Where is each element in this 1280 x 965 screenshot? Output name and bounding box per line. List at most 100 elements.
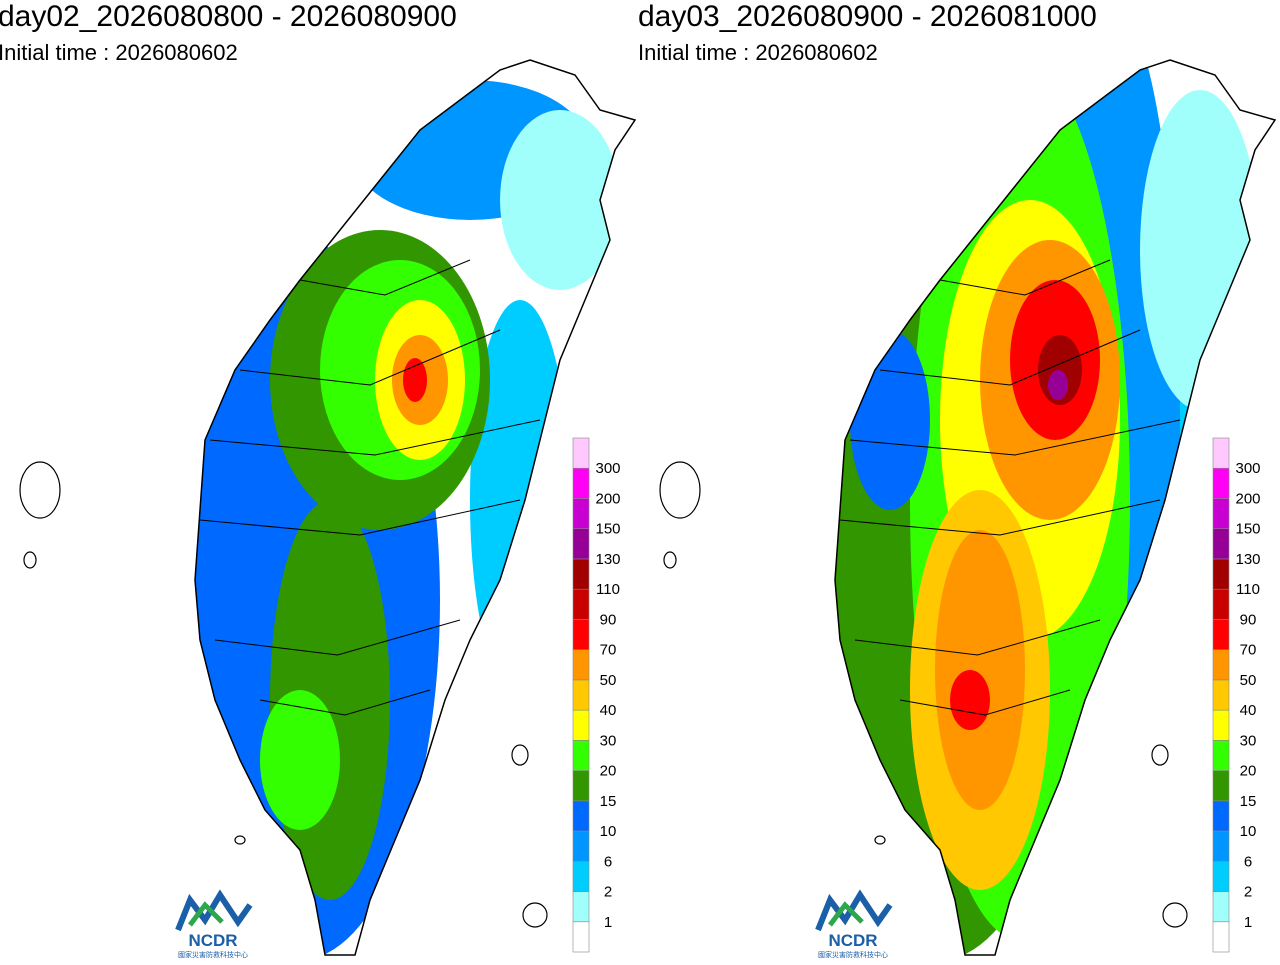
colorbar-label: 70 <box>1240 642 1257 659</box>
colorbar-label: 15 <box>600 793 617 810</box>
logo-text: NCDR <box>828 931 877 950</box>
colorbar-box <box>1212 830 1230 862</box>
island <box>663 551 677 569</box>
colorbar-box <box>1212 619 1230 650</box>
county-border <box>939 259 1111 296</box>
rain-area <box>935 530 1025 810</box>
rain-area <box>500 110 620 290</box>
logo-mark-accent <box>828 901 864 927</box>
county-border <box>209 419 541 456</box>
county-border <box>899 689 1071 716</box>
colorbar-box <box>1212 437 1230 469</box>
island <box>23 551 37 569</box>
colorbar-label: 2 <box>1244 884 1252 901</box>
colorbar-box <box>1212 800 1230 832</box>
colorbar-label: 15 <box>1240 793 1257 810</box>
county-border <box>849 419 1181 456</box>
colorbar-box <box>1212 770 1230 802</box>
colorbar-box <box>572 588 590 620</box>
island <box>234 835 246 845</box>
colorbar-label: 110 <box>596 581 620 598</box>
colorbar-box <box>1212 467 1230 499</box>
logo-subtitle: 國家災害防救科技中心 <box>818 950 888 959</box>
colorbar-label: 10 <box>600 823 617 840</box>
colorbar-box <box>1212 558 1230 590</box>
county-border <box>879 329 1141 386</box>
colorbar-label: 1 <box>604 914 612 931</box>
colorbar-box <box>572 528 590 560</box>
county-border <box>239 329 501 386</box>
colorbar-box <box>1212 891 1230 923</box>
logo-mark <box>175 889 253 932</box>
rain-area <box>950 670 990 730</box>
colorbar-label: 90 <box>600 611 617 628</box>
colorbar-label: 110 <box>1236 581 1260 598</box>
colorbar-label: 20 <box>1240 763 1257 780</box>
initial-time: Initial time : 2026080602 <box>0 40 238 65</box>
colorbar-label: 2 <box>604 884 612 901</box>
colorbar-label: 20 <box>600 763 617 780</box>
colorbar-box <box>572 770 590 802</box>
rain-field <box>835 60 1275 955</box>
colorbar-label: 300 <box>595 460 620 477</box>
initial-time: Initial time : 2026080602 <box>638 40 878 65</box>
colorbar-label: 50 <box>600 672 617 689</box>
colorbar-box <box>1212 649 1230 681</box>
colorbar-box <box>572 740 590 771</box>
colorbar-label: 30 <box>1240 732 1257 749</box>
county-border <box>214 619 461 656</box>
colorbar-label: 10 <box>1240 823 1257 840</box>
colorbar-label: 130 <box>595 551 620 568</box>
colorbar-label: 6 <box>1244 853 1252 870</box>
colorbar-box <box>1212 709 1230 741</box>
rain-area <box>260 690 340 830</box>
colorbar-label: 300 <box>1235 460 1260 477</box>
logo-mark <box>815 889 893 932</box>
colorbar-box <box>572 679 590 711</box>
logo-mark-accent <box>188 901 224 927</box>
island <box>522 902 548 928</box>
island <box>874 835 886 845</box>
colorbar-box <box>572 830 590 862</box>
county-border <box>199 499 521 536</box>
colorbar-box <box>572 467 590 499</box>
island <box>511 744 529 766</box>
colorbar-box <box>572 891 590 923</box>
colorbar-box <box>572 860 590 892</box>
logo-subtitle: 國家災害防救科技中心 <box>178 950 248 959</box>
rain-area <box>403 358 427 402</box>
panel-title: day03_2026080900 - 2026081000 <box>638 0 1097 33</box>
county-border <box>839 499 1161 536</box>
colorbar-label: 70 <box>600 642 617 659</box>
colorbar-box <box>1212 588 1230 620</box>
colorbar-box <box>572 498 590 530</box>
colorbar-box <box>572 709 590 741</box>
colorbar-label: 200 <box>595 490 620 507</box>
county-border <box>854 619 1101 656</box>
county-border <box>259 689 431 716</box>
colorbar-label: 90 <box>1240 611 1257 628</box>
colorbar-box <box>572 649 590 681</box>
logo-text: NCDR <box>188 931 237 950</box>
colorbar-label: 150 <box>1235 521 1260 538</box>
colorbar-label: 150 <box>595 521 620 538</box>
colorbar-box <box>1212 921 1230 953</box>
island <box>1151 744 1169 766</box>
panel-title: day02_2026080800 - 2026080900 <box>0 0 457 33</box>
colorbar-box <box>1212 528 1230 560</box>
colorbar-box <box>572 921 590 953</box>
colorbar-box <box>572 800 590 832</box>
colorbar-box <box>572 619 590 650</box>
rain-field <box>195 80 620 955</box>
colorbar-label: 50 <box>1240 672 1257 689</box>
colorbar-box <box>1212 860 1230 892</box>
colorbar-box <box>1212 679 1230 711</box>
colorbar-label: 6 <box>604 853 612 870</box>
map-panel: day03_2026080900 - 2026081000 Initial tim… <box>638 0 1277 959</box>
colorbar-label: 200 <box>1235 490 1260 507</box>
island <box>19 461 61 519</box>
colorbar-label: 40 <box>1240 702 1257 719</box>
map-panel: day02_2026080800 - 2026080900 Initial tim… <box>0 0 637 959</box>
colorbar-label: 130 <box>1235 551 1260 568</box>
